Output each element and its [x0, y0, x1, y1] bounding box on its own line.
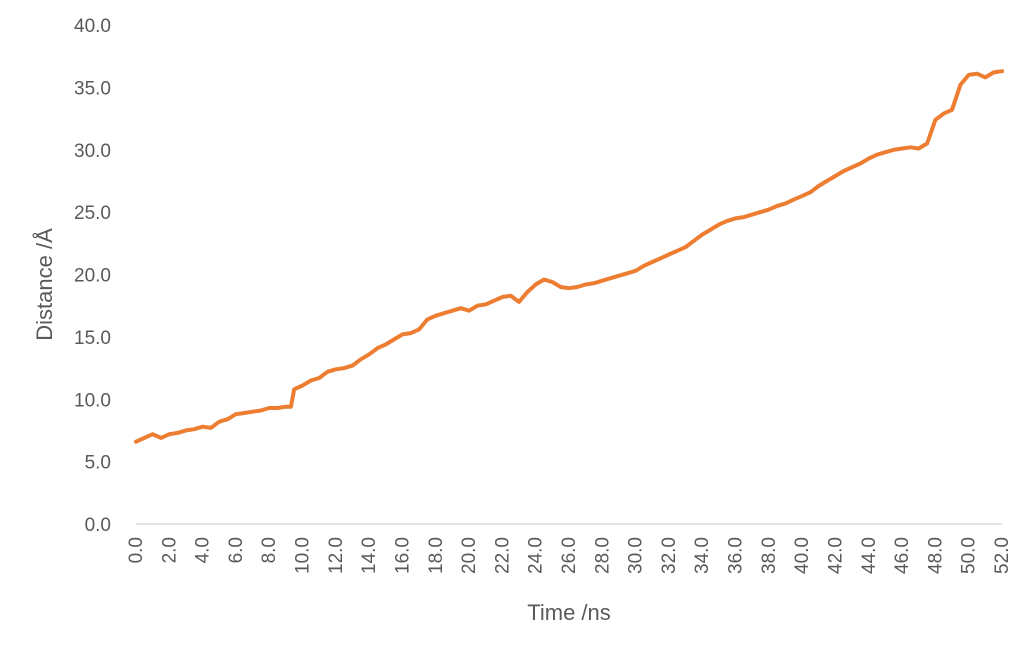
x-tick-label: 30.0: [626, 537, 647, 574]
y-tick-label: 30.0: [74, 141, 111, 162]
y-tick-label: 5.0: [85, 453, 111, 474]
x-tick-label: 26.0: [559, 537, 580, 574]
y-tick-label: 10.0: [74, 390, 111, 411]
x-tick-label: 24.0: [526, 537, 547, 574]
x-tick-label: 12.0: [326, 537, 347, 574]
x-tick-label: 16.0: [392, 537, 413, 574]
x-tick-label: 48.0: [925, 537, 946, 574]
x-tick-label: 32.0: [659, 537, 680, 574]
x-tick-label: 0.0: [126, 537, 147, 563]
x-tick-label: 18.0: [426, 537, 447, 574]
x-tick-label: 28.0: [592, 537, 613, 574]
x-tick-label: 34.0: [692, 537, 713, 574]
y-tick-label: 35.0: [74, 78, 111, 99]
x-tick-label: 6.0: [226, 537, 247, 563]
x-axis-title: Time /ns: [527, 600, 611, 625]
x-tick-label: 4.0: [193, 537, 214, 563]
x-tick-label: 50.0: [959, 537, 980, 574]
x-tick-label: 22.0: [492, 537, 513, 574]
y-tick-label: 25.0: [74, 203, 111, 224]
x-tick-label: 38.0: [759, 537, 780, 574]
x-tick-label: 10.0: [293, 537, 314, 574]
y-axis-ticks: 0.0 5.0 10.0 15.0 20.0 25.0 30.0 35.0 40.0: [74, 16, 111, 536]
y-axis-title: Distance /Å: [32, 228, 57, 341]
x-tick-label: 8.0: [259, 537, 280, 563]
series-group: [134, 69, 1004, 444]
series-line: [134, 69, 1004, 444]
y-tick-label: 20.0: [74, 266, 111, 287]
x-tick-label: 14.0: [359, 537, 380, 574]
x-tick-label: 36.0: [726, 537, 747, 574]
x-tick-label: 40.0: [792, 537, 813, 574]
x-tick-label: 44.0: [859, 537, 880, 574]
y-tick-label: 0.0: [85, 515, 111, 536]
x-tick-label: 52.0: [992, 537, 1013, 574]
x-axis-ticks: 0.0 2.0 4.0 6.0 8.0 10.0 12.0 14.0 16.0 18.0 20.0 2…: [126, 537, 1013, 574]
x-tick-label: 20.0: [459, 537, 480, 574]
y-tick-label: 40.0: [74, 16, 111, 37]
y-tick-label: 15.0: [74, 328, 111, 349]
x-tick-label: 2.0: [159, 537, 180, 563]
x-tick-label: 42.0: [825, 537, 846, 574]
x-tick-label: 46.0: [892, 537, 913, 574]
